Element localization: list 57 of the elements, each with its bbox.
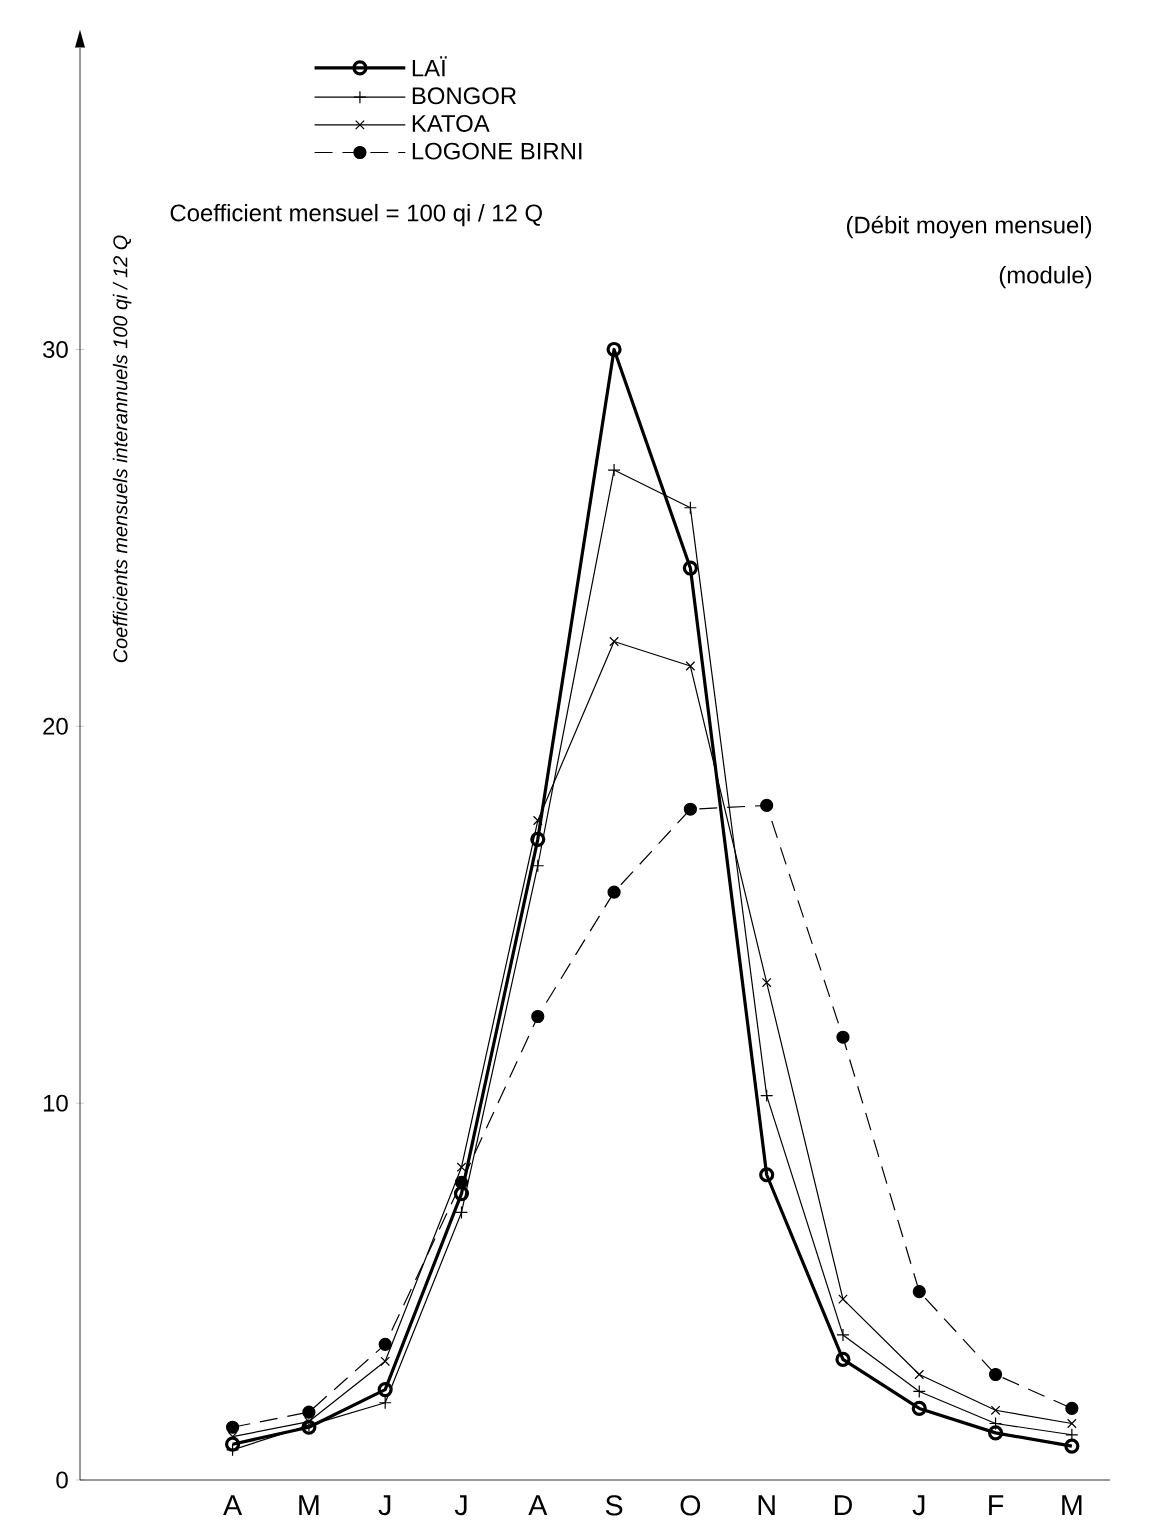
point <box>836 1030 850 1044</box>
point <box>1065 1401 1079 1415</box>
point <box>1067 1418 1077 1429</box>
point <box>987 1425 1004 1441</box>
text: Coefficient mensuel = 100 qi / 12 Q <box>170 203 542 227</box>
point <box>683 802 697 816</box>
point <box>760 798 774 813</box>
legend-label: LAÏ <box>412 56 447 77</box>
point <box>377 1381 393 1398</box>
x-tick-label: J <box>454 1495 467 1516</box>
point <box>911 1400 927 1416</box>
point <box>454 1175 469 1189</box>
y-axis-title: Coefficients mensuels interannuels 100 qi / 12 Q <box>112 235 132 663</box>
point <box>531 1009 545 1024</box>
x-tick-label: J <box>378 1495 391 1516</box>
y-tick-label: 10 <box>43 1094 68 1112</box>
point <box>606 341 622 358</box>
x-tick-label: D <box>834 1495 852 1516</box>
point <box>1064 1438 1080 1454</box>
point <box>912 1285 926 1299</box>
x-tick-label: F <box>989 1495 1004 1516</box>
annotation: (module) <box>999 265 1092 289</box>
point <box>380 1356 391 1367</box>
point <box>838 1294 848 1304</box>
point <box>685 661 696 671</box>
x-tick-label: J <box>912 1495 925 1516</box>
point <box>302 1405 316 1419</box>
x-tick-label: M <box>299 1495 319 1516</box>
point <box>609 636 619 647</box>
x-tick-label: S <box>605 1495 623 1516</box>
legend-label: BONGOR <box>412 87 517 105</box>
x-tick-label: A <box>528 1495 548 1516</box>
point <box>682 560 698 576</box>
point <box>759 1167 775 1183</box>
point <box>835 1351 851 1367</box>
point <box>607 885 621 899</box>
point <box>530 831 546 847</box>
point <box>378 1337 392 1351</box>
point <box>225 1436 241 1452</box>
point <box>456 1162 467 1173</box>
point <box>532 815 543 826</box>
point <box>988 1367 1003 1382</box>
point <box>990 1405 1001 1416</box>
x-tick-label: M <box>1062 1495 1082 1516</box>
legend-label: KATOA <box>412 114 490 132</box>
point <box>914 1369 925 1380</box>
annotation: (Débit moyen mensuel) <box>846 215 1092 239</box>
y-tick-label: 30 <box>43 341 68 358</box>
x-tick-label: N <box>758 1495 775 1516</box>
point <box>761 977 772 988</box>
x-tick-label: O <box>680 1495 701 1516</box>
x-tick-label: A <box>223 1495 243 1516</box>
y-tick-label: 0 <box>56 1471 68 1489</box>
legend-label: LOGONE BIRNI <box>412 142 582 160</box>
y-tick-label: 20 <box>43 717 68 735</box>
point <box>226 1420 240 1434</box>
point <box>453 1186 470 1202</box>
